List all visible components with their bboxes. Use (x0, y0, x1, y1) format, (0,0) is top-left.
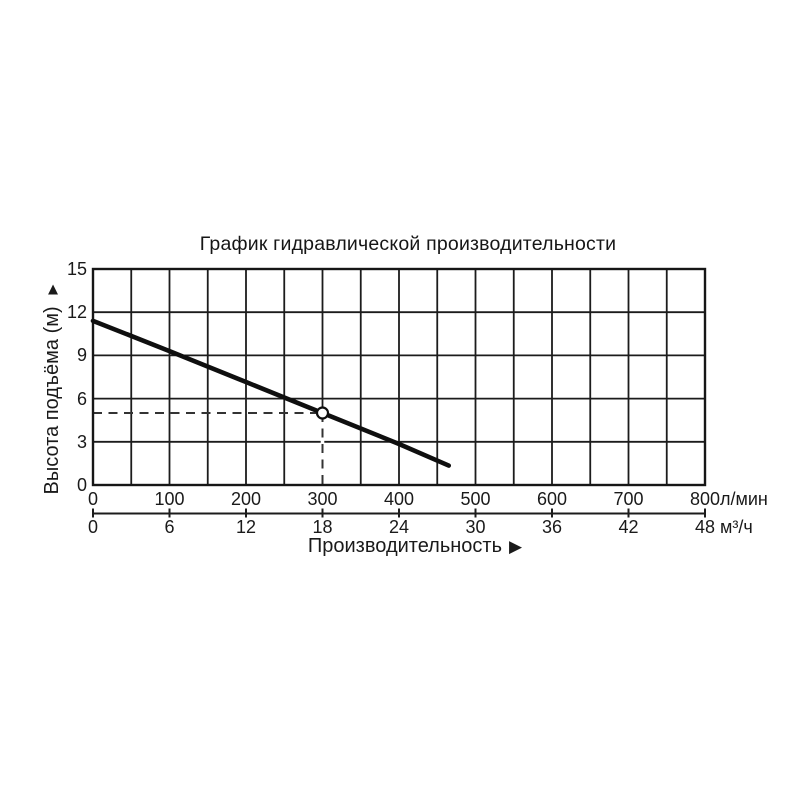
x-tick-lmin-300: 300 (307, 489, 338, 509)
x-tick-m3h-42: 42 (618, 517, 639, 537)
y-tick-label-6: 6 (76, 388, 87, 409)
performance-curve (90, 318, 452, 468)
x-tick-lmin-600: 600 (536, 489, 568, 509)
x-tick-lmin-200: 200 (230, 489, 262, 509)
highlight-point-marker (315, 406, 330, 420)
x-tick-m3h-12: 12 (235, 517, 257, 537)
x-tick-m3h-48: 48 (694, 517, 716, 537)
y-tick-label-12: 12 (66, 302, 87, 323)
x-axis-title: Производительность ▶ (215, 534, 615, 559)
x-unit-lmin: л/мин (720, 489, 768, 509)
y-tick-label-3: 3 (76, 431, 87, 452)
right-arrow-icon: ▶ (509, 537, 523, 556)
y-tick-label-9: 9 (76, 345, 87, 366)
x-tick-lmin-400: 400 (383, 489, 415, 509)
y-tick-label-0: 0 (76, 475, 87, 495)
x-tick-m3h-18: 18 (312, 517, 333, 537)
x-axis-title-text: Производительность (307, 535, 503, 557)
x-tick-lmin-100: 100 (154, 489, 185, 509)
x-tick-m3h-30: 30 (465, 517, 486, 537)
chart-title: График гидравлической производительности (199, 233, 617, 255)
plot-border (91, 267, 707, 487)
x-unit-m3h: м³/ч (720, 517, 753, 537)
x-tick-m3h-24: 24 (388, 517, 410, 537)
x-tick-lmin-0: 0 (87, 489, 98, 509)
y-tick-label-15: 15 (66, 259, 87, 279)
x-tick-lmin-500: 500 (460, 489, 491, 509)
x-tick-lmin-800: 800 (689, 489, 721, 509)
x-tick-m3h-6: 6 (164, 517, 175, 537)
x-tick-m3h-0: 0 (87, 517, 98, 537)
x-tick-lmin-700: 700 (613, 489, 644, 509)
x-tick-m3h-36: 36 (541, 517, 563, 537)
